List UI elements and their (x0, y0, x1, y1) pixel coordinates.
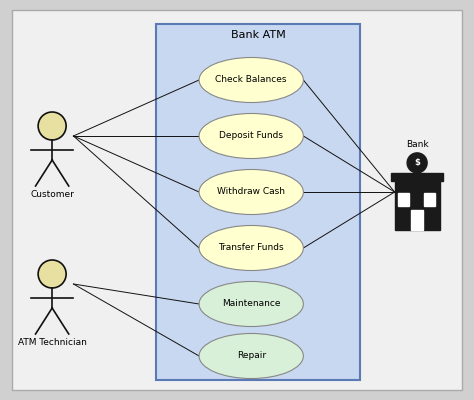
Text: Repair: Repair (237, 352, 266, 360)
Text: Bank ATM: Bank ATM (231, 30, 286, 40)
FancyBboxPatch shape (391, 173, 444, 181)
Text: Transfer Funds: Transfer Funds (219, 244, 284, 252)
Ellipse shape (199, 226, 303, 270)
Text: Withdraw Cash: Withdraw Cash (217, 188, 285, 196)
Text: Customer: Customer (30, 190, 74, 199)
Ellipse shape (407, 153, 427, 173)
Text: $: $ (414, 158, 420, 167)
Ellipse shape (199, 170, 303, 214)
FancyBboxPatch shape (12, 10, 462, 390)
FancyBboxPatch shape (411, 210, 423, 230)
Ellipse shape (199, 114, 303, 158)
Text: Maintenance: Maintenance (222, 300, 281, 308)
FancyBboxPatch shape (394, 181, 439, 230)
FancyBboxPatch shape (424, 193, 435, 206)
Ellipse shape (38, 112, 66, 140)
Ellipse shape (199, 58, 303, 102)
FancyBboxPatch shape (398, 193, 409, 206)
Text: Check Balances: Check Balances (216, 76, 287, 84)
Text: ATM Technician: ATM Technician (18, 338, 87, 347)
Text: Deposit Funds: Deposit Funds (219, 132, 283, 140)
Ellipse shape (199, 282, 303, 326)
Text: Bank: Bank (406, 140, 428, 149)
Ellipse shape (199, 334, 303, 378)
Ellipse shape (38, 260, 66, 288)
FancyBboxPatch shape (156, 24, 360, 380)
